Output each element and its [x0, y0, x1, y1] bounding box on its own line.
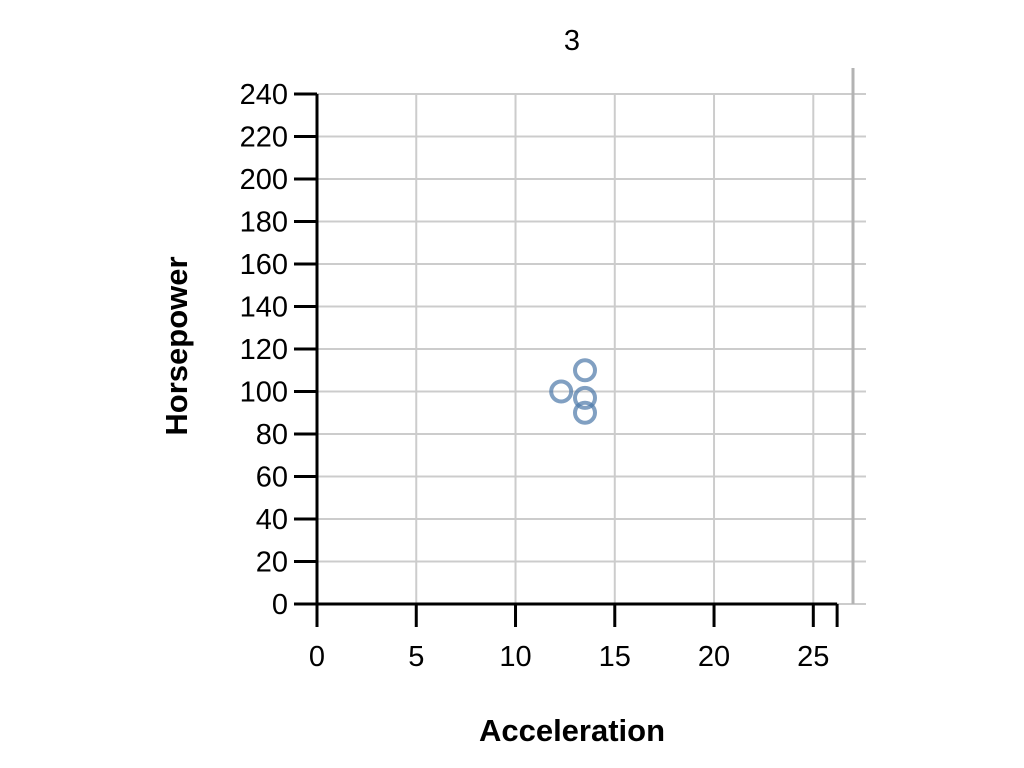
y-axis-title: Horsepower — [159, 256, 194, 435]
y-axis: 0 20 40 60 80 100 120 140 160 180 200 220 240 — [240, 79, 319, 621]
data-points — [549, 358, 597, 425]
y-tick-label-80: 80 — [256, 419, 288, 451]
x-axis-title: Acceleration — [479, 713, 665, 748]
x-tick-label-15: 15 — [599, 641, 631, 673]
y-tick-label-100: 100 — [240, 377, 288, 409]
y-tick-label-160: 160 — [240, 249, 288, 281]
y-tick-label-60: 60 — [256, 462, 288, 494]
y-tick-label-40: 40 — [256, 504, 288, 536]
x-tick-label-0: 0 — [309, 641, 325, 673]
y-tick-label-200: 200 — [240, 164, 288, 196]
data-point-0-3 — [573, 400, 597, 425]
data-point-0-1 — [549, 379, 574, 404]
x-tick-label-25: 25 — [797, 641, 829, 673]
x-axis: 0 5 10 15 20 25 — [309, 602, 839, 673]
y-tick-label-220: 220 — [240, 122, 288, 154]
y-tick-label-120: 120 — [240, 334, 288, 366]
y-tick-label-20: 20 — [256, 547, 288, 579]
y-tick-label-240: 240 — [240, 79, 288, 111]
y-tick-label-180: 180 — [240, 207, 288, 239]
x-tick-label-10: 10 — [499, 641, 531, 673]
x-tick-label-20: 20 — [698, 641, 730, 673]
chart-title: 3 — [564, 25, 580, 57]
x-tick-label-5: 5 — [408, 641, 424, 673]
y-tick-label-0: 0 — [272, 589, 288, 621]
data-point-0-2 — [573, 385, 597, 410]
grid — [316, 93, 866, 605]
y-tick-label-140: 140 — [240, 292, 288, 324]
data-point-0-0 — [573, 358, 597, 383]
